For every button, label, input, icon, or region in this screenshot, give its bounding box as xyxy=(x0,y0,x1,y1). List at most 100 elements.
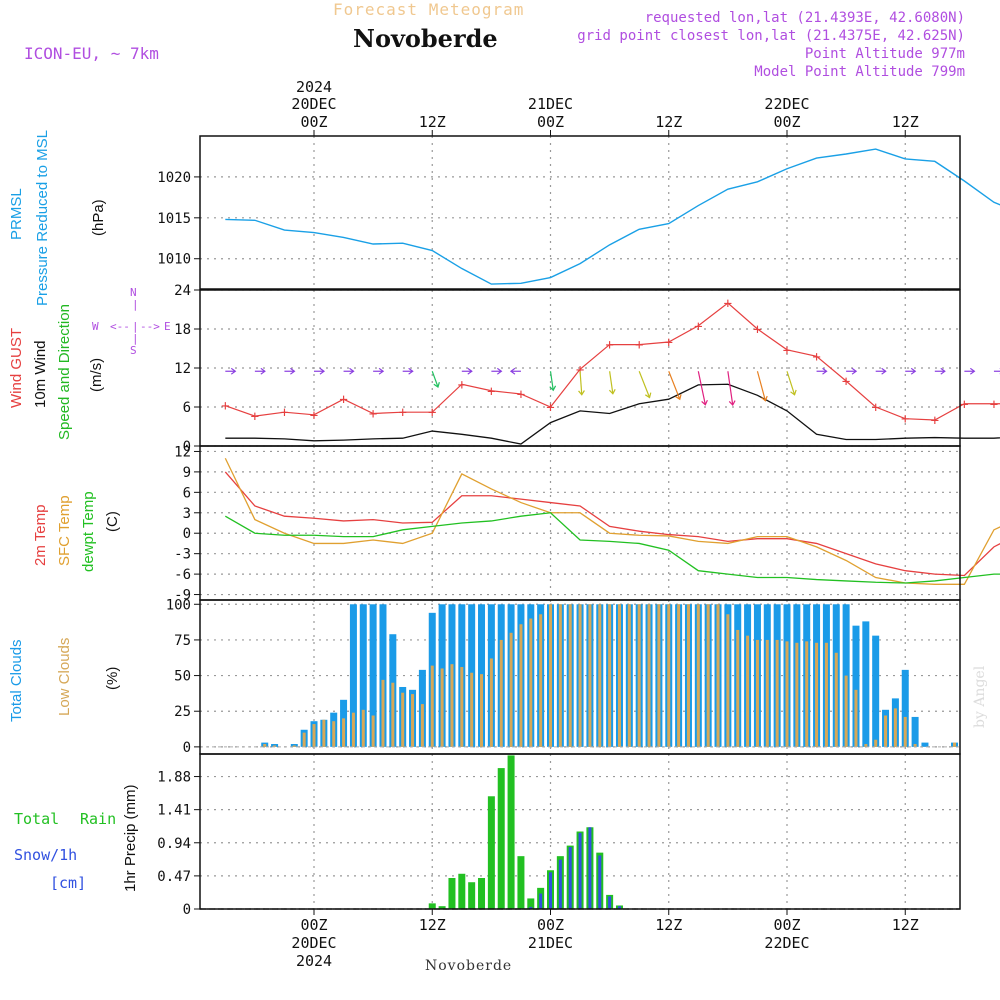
ytick-label: 24 xyxy=(174,283,191,299)
gust-point: + xyxy=(960,397,968,413)
wind-arrow-head xyxy=(467,367,473,375)
xlabel-bottom-hour: 12Z xyxy=(655,916,682,934)
total-cloud-bar xyxy=(359,604,367,747)
snow-bar xyxy=(558,859,562,909)
rain-bar xyxy=(448,878,456,909)
ytick-label: 12 xyxy=(174,361,191,377)
ytick-label: 25 xyxy=(174,704,191,720)
gust-point: + xyxy=(871,400,879,416)
ytick-label: 0.94 xyxy=(157,836,191,852)
low-cloud-bar xyxy=(844,675,848,747)
low-cloud-bar xyxy=(953,742,957,747)
gust-point: + xyxy=(842,374,850,390)
low-cloud-bar xyxy=(726,614,730,747)
low-cloud-bar xyxy=(647,604,651,747)
low-cloud-bar xyxy=(450,664,454,747)
compass-e: E xyxy=(164,320,171,333)
low-cloud-bar xyxy=(775,639,779,747)
rain-bar xyxy=(428,903,436,909)
snow-bar xyxy=(568,847,572,909)
low-cloud-bar xyxy=(765,639,769,747)
low-cloud-bar xyxy=(411,694,415,747)
low-cloud-bar xyxy=(273,745,277,747)
xlabel-bottom-date: 22DEC xyxy=(764,934,809,952)
low-cloud-bar xyxy=(598,604,602,747)
rain-bar xyxy=(527,898,535,909)
compass-n: N xyxy=(130,286,137,299)
gust-point: + xyxy=(753,322,761,338)
ytick-label: 1.41 xyxy=(157,803,191,819)
xlabel-top-date: 20DEC xyxy=(291,95,336,113)
xlabel-bottom-hour: 12Z xyxy=(892,916,919,934)
ytick-label: 3 xyxy=(183,506,191,522)
rain-bar xyxy=(468,882,476,909)
wind-arrow-head xyxy=(940,367,946,375)
gust-point: + xyxy=(280,405,288,421)
total-cloud-bar xyxy=(901,669,909,747)
low-cloud-bar xyxy=(391,682,395,747)
low-cloud-bar xyxy=(884,715,888,747)
wind-arrow xyxy=(431,371,439,388)
low-cloud-bar xyxy=(420,704,424,747)
gust-point: + xyxy=(546,400,554,416)
model-altitude: Model Point Altitude 799m xyxy=(754,64,965,80)
gust-point: + xyxy=(221,399,229,415)
low-cloud-bar xyxy=(795,642,799,747)
sfc-temp-series xyxy=(224,457,1000,585)
low-cloud-bar xyxy=(499,639,503,747)
wind-arrow xyxy=(638,371,651,398)
low-cloud-bar xyxy=(903,716,907,747)
gust-point: + xyxy=(724,296,732,312)
ytick-label: -6 xyxy=(174,567,191,583)
low-cloud-bar xyxy=(736,629,740,747)
gust-point: + xyxy=(517,387,525,403)
low-cloud-bar xyxy=(480,674,484,747)
xlabel-top-date: 21DEC xyxy=(528,95,573,113)
low-cloud-bar xyxy=(746,635,750,747)
total-cloud-bar xyxy=(852,625,860,747)
low-cloud-bar xyxy=(342,718,346,747)
rain-bar xyxy=(458,873,466,909)
gust-point: + xyxy=(428,405,436,421)
rain-bar xyxy=(497,768,505,909)
low-cloud-bar xyxy=(893,708,897,747)
rain-bar xyxy=(438,906,446,909)
wind-arrow-head xyxy=(578,390,585,396)
wind-arrow-head xyxy=(319,367,326,375)
total-cloud-bar xyxy=(379,604,387,747)
low-cloud-bar xyxy=(509,632,513,747)
snow-bar xyxy=(539,893,543,909)
low-cloud-bar xyxy=(549,604,552,747)
wind-arrow-head xyxy=(608,389,616,395)
ytick-label: 1015 xyxy=(157,211,191,227)
gust-point: + xyxy=(487,384,495,400)
wind-arrow-head xyxy=(230,367,237,375)
low-cloud-bar xyxy=(460,667,464,747)
wind-arrow-head xyxy=(408,367,414,375)
wind-arrow-head xyxy=(349,367,355,375)
rain-bar xyxy=(517,856,525,909)
gust-point: + xyxy=(339,392,347,408)
low-cloud-bar xyxy=(755,639,759,747)
wind-arrow xyxy=(727,371,734,406)
legend-snow: Snow/1h xyxy=(14,846,78,864)
gridpoint-coords: grid point closest lon,lat (21.4375E, 42… xyxy=(577,28,965,44)
low-cloud-bar xyxy=(834,652,838,747)
wind-arrow xyxy=(786,371,796,395)
low-cloud-bar xyxy=(322,719,326,747)
low-cloud-bar xyxy=(529,618,533,747)
low-cloud-bar xyxy=(815,642,819,747)
low-cloud-bar xyxy=(874,739,878,747)
dewpt-series xyxy=(224,512,1000,584)
compass-s: S xyxy=(130,344,137,357)
snow-bar xyxy=(598,855,602,909)
snow-bar xyxy=(588,827,592,909)
gust-point: + xyxy=(369,407,377,423)
wind-arrow xyxy=(756,371,766,401)
low-cloud-bar xyxy=(558,604,562,747)
low-cloud-bar xyxy=(470,672,474,747)
xlabel-top-hour: 12Z xyxy=(655,113,682,131)
wind-arrow xyxy=(668,371,681,400)
gust-point: + xyxy=(990,397,998,413)
